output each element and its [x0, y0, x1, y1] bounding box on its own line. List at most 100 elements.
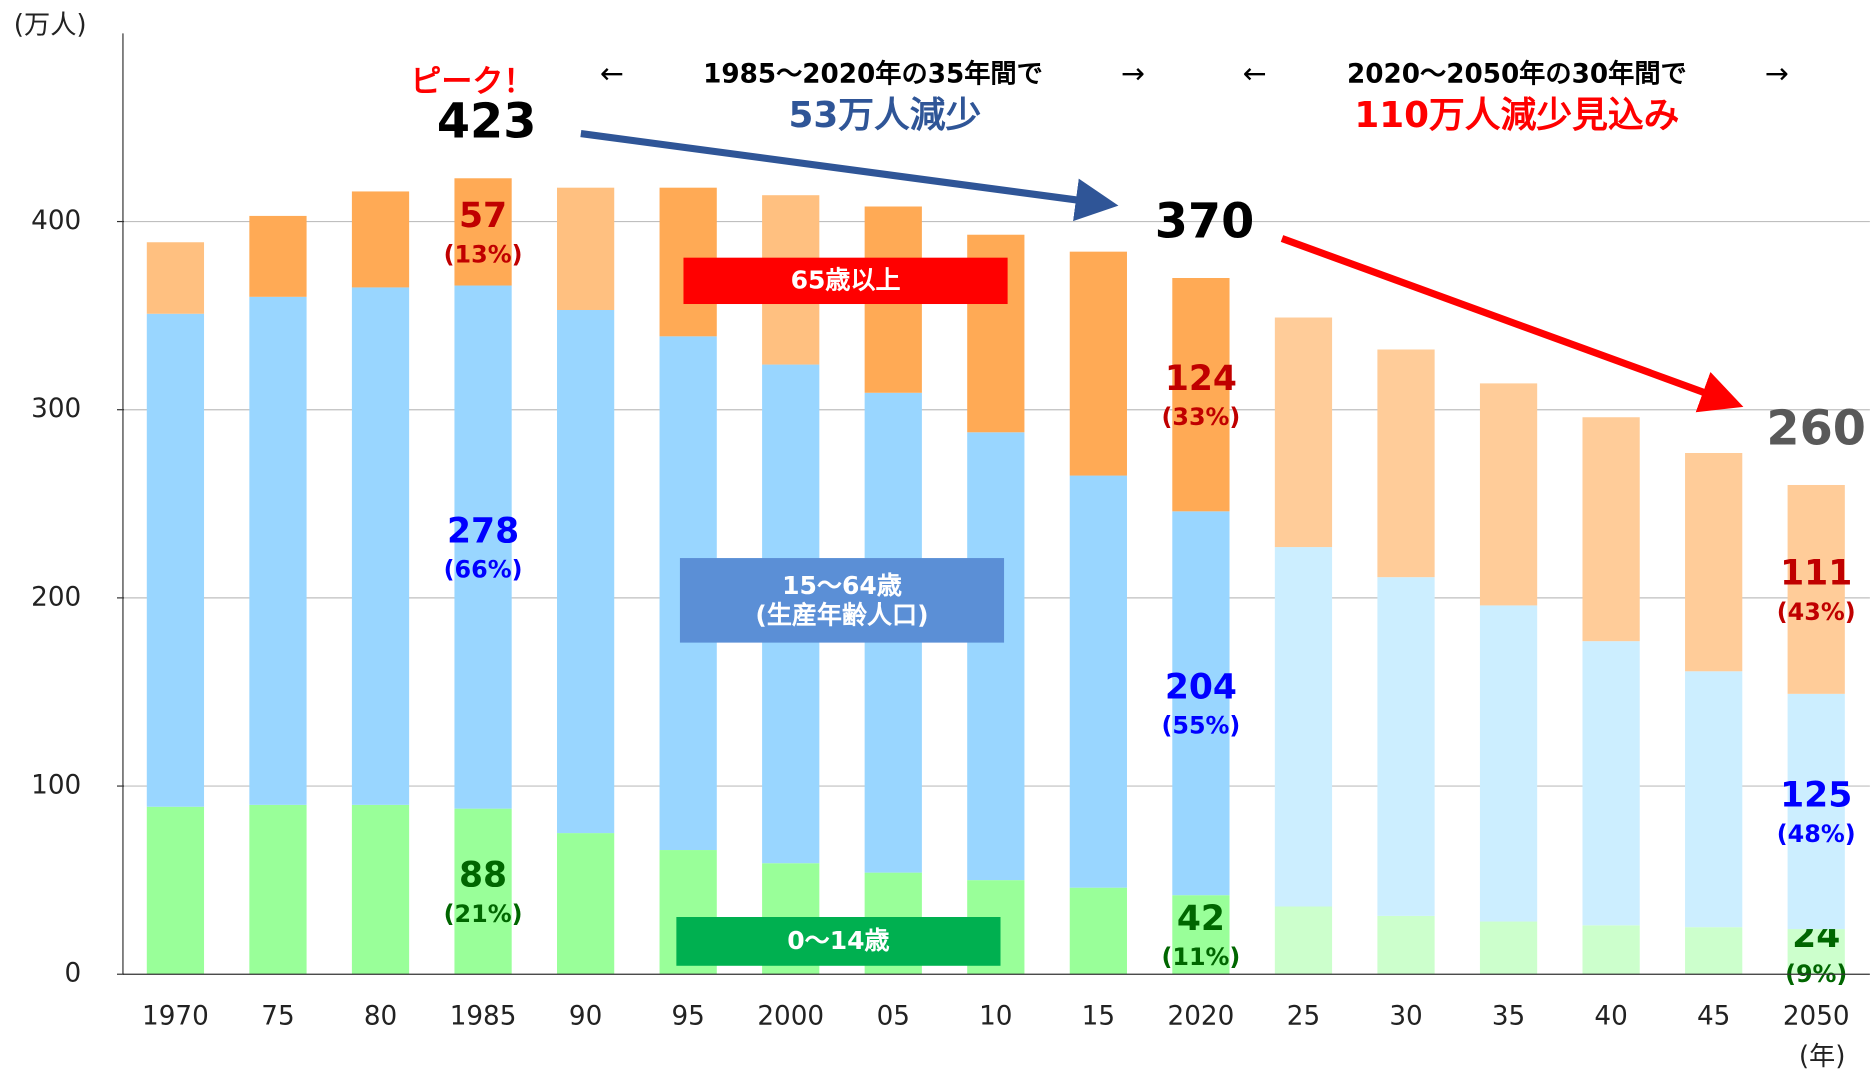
x-tick-label: 80	[364, 1002, 397, 1032]
bar-segment	[1685, 452, 1743, 672]
legend-box: 65歳以上	[683, 257, 1008, 305]
y-tick-label: 100	[31, 771, 81, 801]
bar-segment	[249, 296, 307, 805]
bar-segment	[1377, 915, 1435, 975]
x-unit: (年)	[1799, 1042, 1846, 1072]
legend-label: 15～64歳 (生産年齢人口)	[679, 558, 1005, 643]
bar-segment	[1377, 349, 1435, 578]
share-label: (43%)	[1777, 598, 1856, 626]
data-label: 42	[1177, 899, 1225, 939]
share-label: (13%)	[444, 240, 523, 268]
bar-segment	[1479, 605, 1538, 922]
bar-segment	[146, 806, 205, 975]
x-tick-label: 1985	[450, 1002, 517, 1032]
total-label: 260	[1766, 401, 1866, 456]
trend-arrow	[580, 130, 1119, 222]
bar-segment	[454, 178, 512, 286]
data-label: 278	[447, 511, 519, 551]
x-tick-label: 05	[877, 1002, 910, 1032]
bar-segment	[1582, 417, 1640, 642]
bar-segment	[1172, 278, 1230, 512]
total-label: 423	[437, 95, 537, 150]
y-tick-label: 300	[31, 394, 81, 424]
bar-segment	[1274, 906, 1333, 975]
x-tick-label: 40	[1594, 1002, 1627, 1032]
data-label: 125	[1780, 776, 1852, 816]
bar-segment	[556, 309, 615, 834]
bar-segment	[1479, 383, 1538, 606]
bar-segment	[351, 804, 410, 975]
bar-segment	[351, 191, 410, 288]
y-tick-label: 400	[31, 206, 81, 236]
y-tick-label: 0	[65, 959, 82, 989]
x-tick-label: 2020	[1168, 1002, 1235, 1032]
peak-label: ピーク！	[410, 64, 534, 100]
arrow-right: →	[1765, 56, 1789, 90]
bar-segment	[556, 833, 615, 975]
bar-segment	[1787, 693, 1845, 930]
bar-segment	[1787, 929, 1845, 975]
bar-segment	[1582, 641, 1640, 926]
bar-segment	[1685, 671, 1743, 928]
decline-label: 110万人減少見込み	[1354, 95, 1679, 136]
bar-segment	[1069, 475, 1127, 888]
share-label: (21%)	[444, 900, 523, 928]
data-label: 204	[1165, 667, 1237, 707]
period-label: 2020～2050年の30年間で	[1347, 59, 1687, 90]
x-tick-label: 95	[671, 1002, 704, 1032]
bar-segment	[1274, 547, 1333, 907]
bar-segment	[249, 804, 307, 975]
bar-segment	[1069, 887, 1127, 975]
legend-label: 0～14歳	[676, 916, 1001, 966]
bar-segment	[146, 313, 205, 807]
bar-segment	[1274, 317, 1333, 548]
x-tick-label: 25	[1287, 1002, 1320, 1032]
bar-segment	[351, 287, 410, 805]
y-tick-label: 200	[31, 582, 81, 612]
bar-segment	[1787, 484, 1845, 694]
x-tick-label: 2000	[757, 1002, 824, 1032]
legend-box: 0～14歳	[676, 916, 1001, 966]
bar-segment	[454, 285, 512, 809]
share-label: (33%)	[1161, 403, 1240, 431]
plot: 0 100 200 300 400 1970 75 80 1985 88 (21%) 278 (66%)…	[31, 33, 1870, 1032]
share-label: (11%)	[1161, 943, 1240, 971]
bar-segment	[454, 808, 512, 975]
share-label: (55%)	[1161, 712, 1240, 740]
y-unit: (万人)	[14, 11, 87, 41]
x-tick-label: 1970	[142, 1002, 209, 1032]
x-tick-label: 90	[569, 1002, 602, 1032]
x-tick-label: 35	[1492, 1002, 1525, 1032]
bar-segment	[556, 187, 615, 310]
share-label: (66%)	[444, 555, 523, 583]
bar-segment	[249, 215, 307, 297]
x-tick-label: 15	[1082, 1002, 1115, 1032]
arrow-left: ←	[600, 56, 624, 90]
data-label: 111	[1780, 554, 1852, 594]
x-tick-label: 30	[1389, 1002, 1422, 1032]
x-tick-label: 2050	[1783, 1002, 1850, 1032]
period-label: 1985～2020年の35年間で	[703, 59, 1043, 90]
x-tick-label: 10	[979, 1002, 1012, 1032]
legend-label: 65歳以上	[683, 257, 1008, 305]
arrow-left: ←	[1243, 56, 1267, 90]
total-label: 370	[1155, 194, 1255, 249]
data-label: 124	[1165, 359, 1237, 399]
data-label: 88	[459, 856, 507, 896]
trend-arrow	[1280, 235, 1744, 413]
bar-segment	[1479, 921, 1538, 975]
bar-segment	[1685, 927, 1743, 975]
x-tick-label: 45	[1697, 1002, 1730, 1032]
bar-segment	[1582, 925, 1640, 975]
bar-segment	[1377, 577, 1435, 916]
data-label: 57	[459, 196, 507, 236]
bar-segment	[967, 432, 1025, 881]
decline-label: 53万人減少	[788, 95, 981, 136]
bar-segment	[1069, 251, 1127, 476]
bar-segment	[146, 242, 205, 314]
bar-segment	[1172, 511, 1230, 896]
x-tick-label: 75	[261, 1002, 294, 1032]
arrow-right: →	[1121, 56, 1145, 90]
legend-box: 15～64歳 (生産年齢人口)	[679, 558, 1005, 643]
